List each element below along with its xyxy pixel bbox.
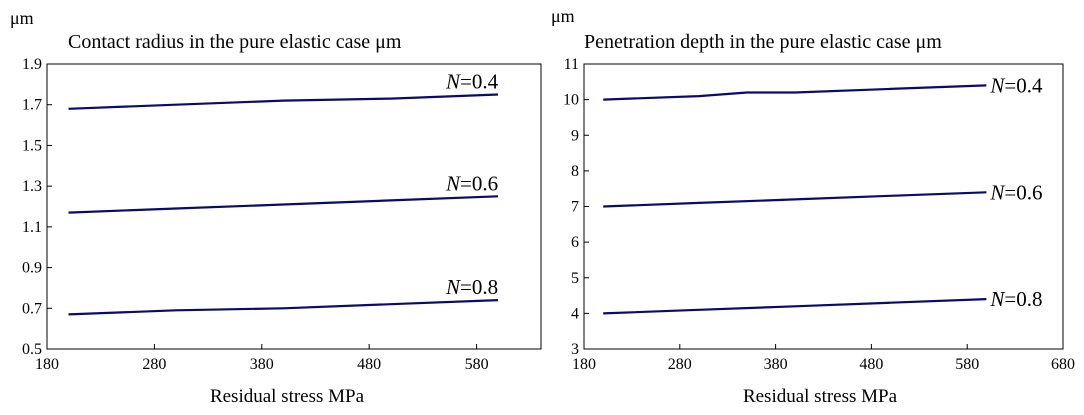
y-tick-label: 0.9 xyxy=(22,260,42,277)
y-tick-label: 1.1 xyxy=(22,219,42,236)
chart-title: Penetration depth in the pure elastic ca… xyxy=(584,31,942,53)
series-label: N=0.8 xyxy=(989,287,1042,311)
contact-radius-chart: μm Contact radius in the pure elastic ca… xyxy=(10,8,542,407)
x-tick-label: 380 xyxy=(764,356,788,373)
penetration-depth-chart: μm Penetration depth in the pure elastic… xyxy=(551,6,1075,407)
y-tick-label: 11 xyxy=(564,56,579,73)
x-tick-label: 180 xyxy=(35,356,59,373)
x-tick-label: 480 xyxy=(357,356,381,373)
y-tick-label: 4 xyxy=(571,305,579,322)
y-tick-label: 3 xyxy=(571,341,579,358)
series-layer: N=0.4 N=0.6 N=0.8 xyxy=(68,70,499,316)
y-tick-label: 10 xyxy=(563,92,579,109)
plot-frame xyxy=(46,63,542,350)
unit-label: μm xyxy=(551,6,575,26)
y-tick-label: 5 xyxy=(571,270,579,287)
chart-title: Contact radius in the pure elastic case … xyxy=(68,31,402,53)
x-tick-label: 280 xyxy=(668,356,692,373)
y-tick-label: 7 xyxy=(571,199,579,216)
y-tick-label: 9 xyxy=(571,127,579,144)
series-line xyxy=(603,191,987,208)
x-tick-label: 480 xyxy=(859,356,883,373)
series-layer: N=0.4 N=0.6 N=0.8 xyxy=(603,73,1043,315)
y-tick-label: 1.9 xyxy=(22,56,42,73)
x-tick-label: 280 xyxy=(142,356,166,373)
y-tick-label: 1.7 xyxy=(22,97,42,114)
x-tick-label: 580 xyxy=(465,356,489,373)
y-tick-label: 0.7 xyxy=(22,300,42,317)
y-tick-label: 1.3 xyxy=(22,178,42,195)
series-line xyxy=(68,299,499,316)
y-tick-label: 6 xyxy=(571,234,579,251)
series-line xyxy=(603,298,987,315)
tick-layer: 180 280 380 480 580 680 3 4 5 6 7 8 9 10 11 xyxy=(563,56,1075,373)
series-label: N=0.6 xyxy=(445,171,498,195)
series-label: N=0.4 xyxy=(989,73,1043,97)
series-label: N=0.8 xyxy=(445,275,498,299)
x-tick-label: 180 xyxy=(572,356,596,373)
x-tick-label: 580 xyxy=(955,356,979,373)
y-tick-label: 1.5 xyxy=(22,137,42,154)
series-line xyxy=(68,195,499,214)
x-tick-label: 680 xyxy=(1051,356,1075,373)
series-line xyxy=(603,84,987,101)
series-line xyxy=(68,93,499,110)
series-label: N=0.4 xyxy=(445,70,499,94)
tick-layer: 180 280 380 480 580 0.5 0.7 0.9 1.1 1.3 1.5 1.7 1.9 xyxy=(22,56,489,373)
x-axis-label: Residual stress MPa xyxy=(743,386,898,407)
x-axis-label: Residual stress MPa xyxy=(210,386,365,407)
series-label: N=0.6 xyxy=(989,180,1042,204)
x-tick-label: 380 xyxy=(250,356,274,373)
unit-label: μm xyxy=(10,8,34,28)
y-tick-label: 0.5 xyxy=(22,341,42,358)
y-tick-label: 8 xyxy=(571,163,579,180)
